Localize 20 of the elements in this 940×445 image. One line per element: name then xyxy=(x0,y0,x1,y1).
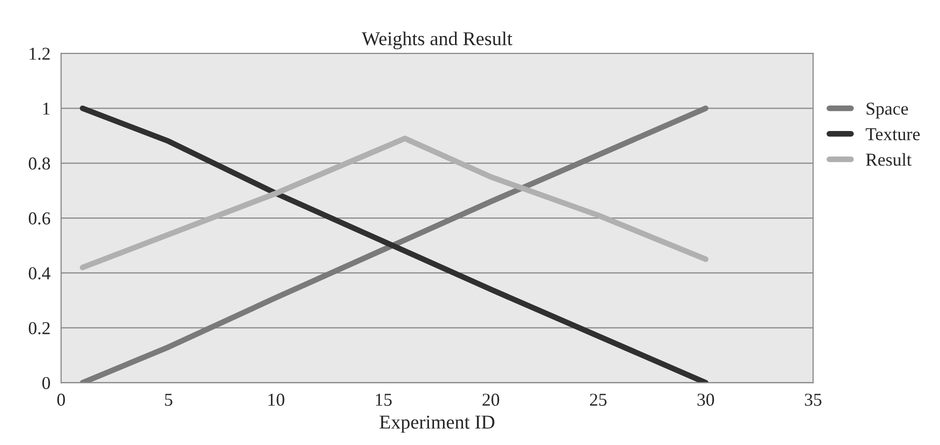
x-tick-label: 25 xyxy=(590,394,607,406)
x-tick-label: 20 xyxy=(482,394,500,406)
x-tick-label: 30 xyxy=(698,394,714,406)
y-tick-label: 1 xyxy=(43,102,50,115)
x-tick-label: 0 xyxy=(57,394,65,406)
legend-label: Result xyxy=(866,153,912,166)
x-tick-label: 5 xyxy=(165,394,172,406)
legend-label: Space xyxy=(866,102,908,118)
y-tick-label: 1.2 xyxy=(30,48,50,60)
y-tick-label: 0 xyxy=(42,376,50,390)
x-tick-label: 15 xyxy=(376,394,392,406)
legend-label: Texture xyxy=(866,128,920,140)
y-tick-label: 0.6 xyxy=(28,212,50,225)
x-tick-label: 10 xyxy=(268,394,284,406)
y-tick-label: 0.2 xyxy=(28,322,50,334)
x-axis-title: Experiment ID xyxy=(380,416,494,433)
y-tick-label: 0.8 xyxy=(28,157,50,170)
x-tick-label: 35 xyxy=(804,394,822,406)
y-tick-label: 0.4 xyxy=(28,267,50,280)
chart-title: Weights and Result xyxy=(362,32,512,50)
